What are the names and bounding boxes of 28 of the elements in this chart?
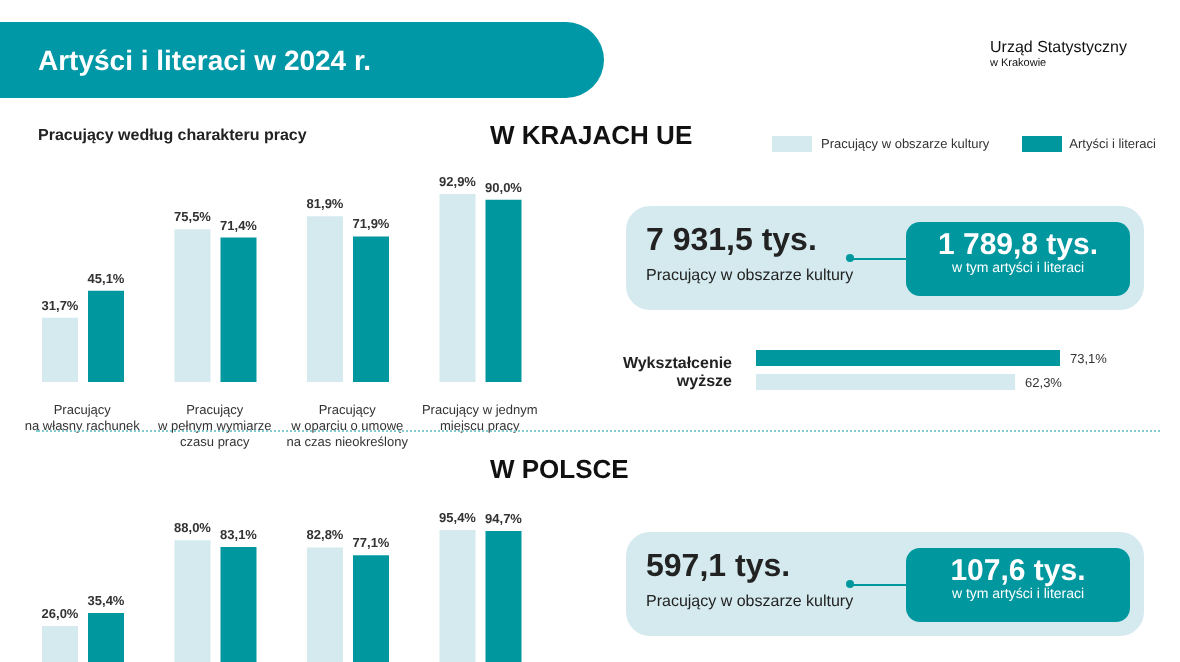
text: 597,1 tys. xyxy=(646,550,791,586)
text: 1 789,8 tys. xyxy=(935,228,1101,262)
bar xyxy=(42,317,78,382)
chart-subtitle: Pracujący według charakteru pracy xyxy=(38,126,307,144)
y-tick-label: Wykształcenie wyższe xyxy=(622,354,734,390)
bar xyxy=(88,613,124,662)
bar xyxy=(439,530,476,662)
chart-title: Artyści i literaci w 2024 r. xyxy=(38,44,372,76)
bar xyxy=(353,236,389,382)
bar xyxy=(439,194,476,382)
bar xyxy=(485,530,522,662)
bar xyxy=(174,229,211,382)
bar xyxy=(485,199,522,382)
bar xyxy=(88,290,124,382)
bar xyxy=(220,237,257,382)
bar xyxy=(174,540,211,662)
bar xyxy=(353,555,389,662)
bar xyxy=(42,626,78,662)
bar xyxy=(307,547,343,662)
text: W KRAJACH UE xyxy=(490,120,693,150)
text: 7 931,5 tys. xyxy=(646,224,817,260)
text: Pracujący w obszarze kultury xyxy=(646,266,854,284)
text: Urząd Statystyczny xyxy=(990,38,1127,56)
text: 107,6 tys. xyxy=(948,554,1088,588)
bar xyxy=(307,216,343,382)
bar xyxy=(220,547,257,662)
text: Pracujący w obszarze kultury xyxy=(646,592,854,610)
text: W POLSCE xyxy=(490,454,629,484)
